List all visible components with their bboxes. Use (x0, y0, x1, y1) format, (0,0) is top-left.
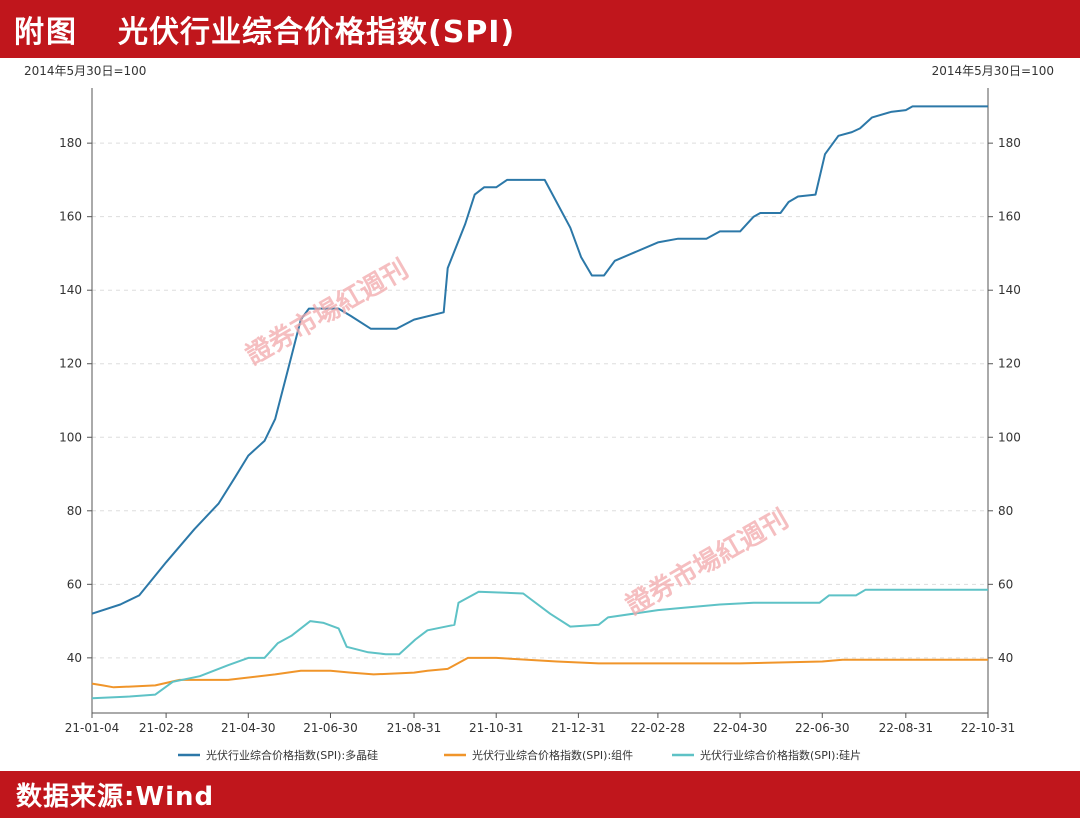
y-tick-label-left: 80 (67, 504, 82, 518)
left-axis-unit: 2014年5月30日=100 (24, 64, 147, 78)
y-tick-label-left: 100 (59, 430, 82, 444)
y-tick-label-right: 120 (998, 357, 1021, 371)
x-tick-label: 22-10-31 (961, 721, 1015, 735)
x-tick-label: 21-12-31 (551, 721, 605, 735)
y-tick-label-left: 60 (67, 577, 82, 591)
x-tick-label: 21-10-31 (469, 721, 523, 735)
y-tick-label-right: 160 (998, 210, 1021, 224)
legend-label-1: 光伏行业综合价格指数(SPI):组件 (472, 748, 633, 762)
y-tick-label-right: 80 (998, 504, 1013, 518)
x-tick-label: 21-01-04 (65, 721, 119, 735)
y-tick-label-right: 100 (998, 430, 1021, 444)
x-tick-label: 21-08-31 (387, 721, 441, 735)
y-tick-label-right: 140 (998, 283, 1021, 297)
line-chart: 40 40 60 60 80 80 100 100 120 120 140 140 160 160 180 1… (59, 88, 1021, 762)
series-line-1 (91, 656, 988, 689)
header-bar: 附图 光伏行业综合价格指数(SPI) (0, 0, 1080, 58)
page-title: 光伏行业综合价格指数(SPI) (118, 15, 516, 50)
figure-tag: 附图 (14, 15, 78, 50)
x-tick-label: 22-06-30 (795, 721, 849, 735)
x-tick-label: 22-08-31 (879, 721, 933, 735)
x-tick-label: 21-04-30 (221, 721, 275, 735)
x-tick-label: 22-02-28 (631, 721, 685, 735)
y-tick-label-right: 180 (998, 136, 1021, 150)
y-tick-label-left: 120 (59, 357, 82, 371)
y-tick-label-right: 60 (998, 577, 1013, 591)
legend-label-2: 光伏行业综合价格指数(SPI):硅片 (700, 748, 861, 762)
x-tick-label: 21-06-30 (303, 721, 357, 735)
x-tick-label: 22-04-30 (713, 721, 767, 735)
y-tick-label-right: 40 (998, 651, 1013, 665)
data-source: 数据来源:Wind (16, 782, 215, 812)
y-tick-label-left: 160 (59, 210, 82, 224)
series-line-0 (91, 105, 988, 615)
y-tick-label-left: 140 (59, 283, 82, 297)
y-tick-label-left: 40 (67, 651, 82, 665)
x-tick-label: 21-02-28 (139, 721, 193, 735)
series-line-2 (91, 588, 988, 700)
y-tick-label-left: 180 (59, 136, 82, 150)
footer-bar: 数据来源:Wind (0, 771, 1080, 818)
right-axis-unit: 2014年5月30日=100 (931, 64, 1054, 78)
legend-label-0: 光伏行业综合价格指数(SPI):多晶硅 (206, 748, 378, 762)
